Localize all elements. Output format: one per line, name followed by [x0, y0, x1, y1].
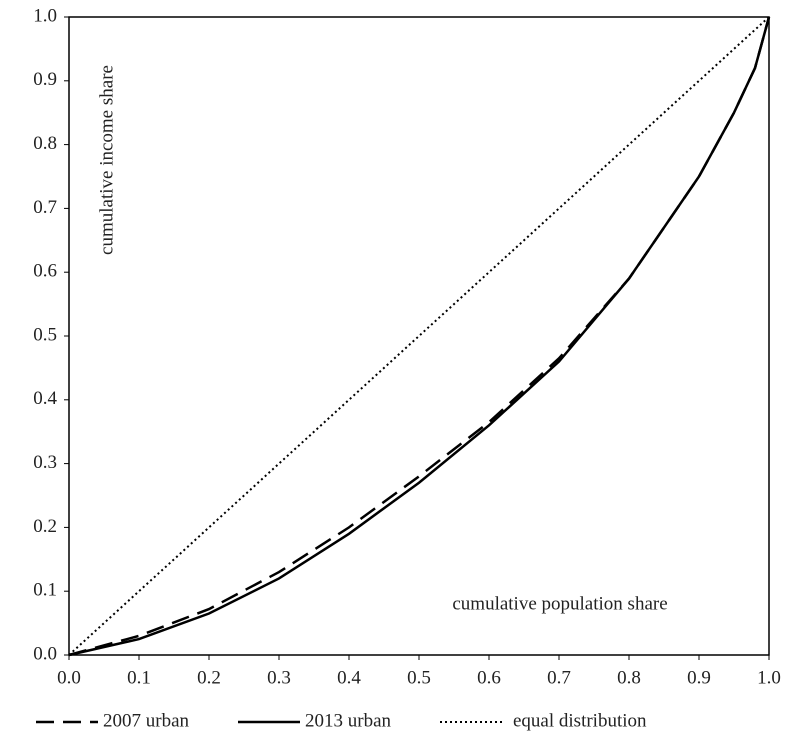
series-line: [68, 16, 771, 657]
y-tick-label: 0.9: [33, 69, 57, 90]
y-tick-label: 0.3: [33, 452, 57, 473]
x-tick-label: 0.6: [477, 667, 501, 688]
x-tick-label: 0.2: [197, 667, 221, 688]
y-tick-label: 1.0: [33, 5, 57, 26]
legend-label: equal distribution: [513, 710, 647, 731]
y-tick-label: 0.4: [33, 388, 57, 409]
y-axis-label: cumulative income share: [96, 65, 117, 255]
x-tick-label: 0.9: [687, 667, 711, 688]
y-tick-label: 0.8: [33, 133, 57, 154]
y-tick-label: 0.2: [33, 516, 57, 537]
x-tick-label: 0.4: [337, 667, 361, 688]
y-tick-label: 0.1: [33, 580, 57, 601]
x-tick-label: 0.5: [407, 667, 431, 688]
y-tick-label: 0.6: [33, 261, 57, 282]
series-line: [68, 16, 770, 656]
x-tick-label: 1.0: [757, 667, 781, 688]
legend-label: 2007 urban: [103, 710, 190, 731]
x-axis-label: cumulative population share: [452, 593, 667, 614]
x-tick-label: 0.0: [57, 667, 81, 688]
legend-label: 2013 urban: [305, 710, 392, 731]
x-tick-label: 0.8: [617, 667, 641, 688]
series-line: [68, 16, 771, 657]
y-tick-label: 0.5: [33, 324, 57, 345]
x-tick-label: 0.1: [127, 667, 151, 688]
x-tick-label: 0.3: [267, 667, 291, 688]
y-tick-label: 0.7: [33, 197, 57, 218]
y-tick-label: 0.0: [33, 643, 57, 664]
x-tick-label: 0.7: [547, 667, 571, 688]
